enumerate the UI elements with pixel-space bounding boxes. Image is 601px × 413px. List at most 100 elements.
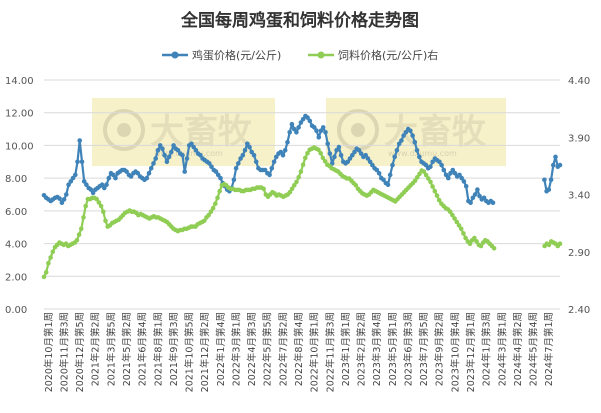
- x-axis-tick-label: 2023年7月第5周: [418, 312, 430, 386]
- left-axis-tick-label: 14.00: [5, 76, 34, 87]
- right-axis: 2.40 2.90 3.40 3.90 4.40: [568, 76, 590, 316]
- watermark-subtext: www.dxumu.com: [388, 149, 457, 158]
- data-point: [463, 184, 469, 189]
- data-point: [490, 200, 496, 205]
- data-point: [478, 243, 484, 249]
- data-point: [350, 152, 355, 158]
- left-axis-tick-label: 6.00: [5, 207, 27, 218]
- data-point: [548, 177, 554, 183]
- data-point: [180, 152, 185, 158]
- x-axis-tick-label: 2021年8月第1周: [152, 312, 164, 386]
- x-axis-tick-label: 2021年5月第2周: [121, 312, 133, 386]
- x-axis-tick-label: 2023年2月第2周: [356, 312, 368, 386]
- data-point: [113, 175, 118, 181]
- data-point: [98, 203, 104, 209]
- data-point: [428, 164, 433, 169]
- data-point: [296, 175, 302, 180]
- data-point: [43, 270, 49, 275]
- data-point: [289, 121, 295, 127]
- data-point: [294, 179, 299, 185]
- data-point: [231, 177, 237, 183]
- data-point: [477, 193, 482, 199]
- data-point: [99, 182, 105, 187]
- data-point: [450, 167, 456, 173]
- data-point: [430, 184, 435, 189]
- data-point: [249, 149, 254, 155]
- data-point: [320, 155, 326, 161]
- data-point: [238, 156, 243, 161]
- data-point: [182, 169, 187, 174]
- data-point: [300, 162, 306, 167]
- left-axis-tick-label: 10.00: [5, 141, 34, 152]
- data-point: [491, 246, 497, 251]
- data-point: [269, 166, 275, 171]
- data-point: [327, 151, 333, 156]
- data-point: [448, 170, 453, 176]
- x-axis-tick-label: 2022年11月第3周: [324, 312, 336, 392]
- x-axis-tick-label: 2024年1月第3周: [481, 312, 493, 386]
- data-point: [198, 152, 203, 158]
- data-point: [452, 170, 458, 176]
- data-point: [50, 249, 56, 255]
- x-axis-tick-label: 2024年7月第1周: [543, 312, 555, 386]
- data-point: [305, 115, 310, 120]
- data-point: [245, 141, 250, 147]
- legend-label: 鸡蛋价格(元/公斤): [192, 48, 281, 62]
- data-point: [282, 148, 288, 153]
- data-point: [439, 162, 444, 168]
- x-axis-tick-label: 2021年12月第2周: [199, 312, 211, 392]
- data-point: [191, 144, 196, 150]
- data-point: [213, 169, 219, 174]
- data-point: [240, 152, 246, 158]
- data-point: [467, 241, 473, 246]
- watermark-logo-dot: [117, 123, 131, 137]
- x-axis-tick-label: 2020年11月第3周: [58, 312, 70, 392]
- data-point: [251, 152, 257, 158]
- data-point: [144, 175, 150, 181]
- data-point: [64, 192, 69, 197]
- data-point: [390, 162, 395, 168]
- data-point: [546, 242, 552, 248]
- data-point: [184, 156, 190, 161]
- data-point: [426, 176, 431, 181]
- right-axis-tick-label: 3.40: [568, 191, 590, 202]
- data-point: [358, 151, 364, 156]
- data-point: [305, 151, 310, 156]
- legend-dot-marker: [171, 51, 179, 59]
- data-point: [289, 186, 295, 192]
- data-point: [94, 196, 99, 202]
- data-point: [446, 175, 451, 181]
- data-point: [456, 223, 462, 228]
- data-point: [213, 201, 218, 206]
- data-point: [481, 195, 487, 201]
- data-point: [316, 135, 322, 140]
- data-point: [79, 226, 84, 232]
- data-point: [381, 177, 386, 183]
- data-point: [414, 148, 420, 153]
- x-axis-tick-label: 2024年5月第4周: [528, 312, 540, 386]
- data-point: [312, 125, 317, 130]
- data-point: [363, 152, 369, 158]
- data-point: [261, 186, 266, 192]
- data-point: [367, 159, 373, 165]
- x-axis-tick-label: 2023年3月第4周: [371, 312, 383, 386]
- right-axis-tick-label: 4.40: [568, 76, 590, 87]
- data-point: [202, 218, 207, 224]
- data-point: [374, 167, 380, 173]
- data-point: [461, 231, 466, 236]
- data-point: [81, 215, 86, 220]
- data-point: [474, 239, 479, 244]
- data-point: [79, 159, 85, 165]
- left-axis-tick-label: 8.00: [5, 174, 27, 185]
- data-point: [287, 189, 293, 195]
- data-point: [74, 238, 80, 243]
- data-point: [472, 235, 477, 241]
- data-point: [96, 200, 102, 205]
- data-point: [318, 151, 324, 156]
- x-axis-tick-label: 2023年10月第4周: [449, 312, 461, 392]
- data-point: [104, 182, 109, 187]
- data-point: [106, 175, 112, 181]
- data-point: [463, 235, 468, 241]
- data-point: [280, 152, 286, 158]
- data-point: [394, 148, 400, 153]
